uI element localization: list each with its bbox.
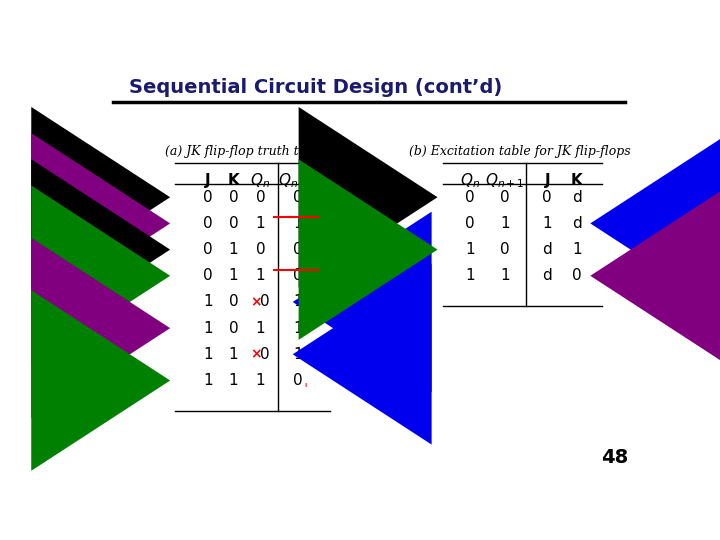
Text: d: d — [572, 190, 582, 205]
Text: 0: 0 — [465, 216, 474, 231]
Text: $Q_{n+1}$: $Q_{n+1}$ — [485, 171, 524, 190]
Text: 0: 0 — [500, 190, 510, 205]
Text: 0: 0 — [228, 216, 238, 231]
Text: ˌ: ˌ — [303, 373, 307, 388]
Text: 1: 1 — [293, 347, 302, 362]
Text: 1: 1 — [256, 321, 265, 336]
Text: 1: 1 — [256, 373, 265, 388]
Text: 0: 0 — [203, 268, 212, 284]
Text: 0: 0 — [256, 242, 265, 257]
Text: $Q_n$: $Q_n$ — [460, 171, 480, 190]
Text: 1: 1 — [256, 216, 265, 231]
Text: 48: 48 — [601, 448, 629, 467]
Text: 1: 1 — [293, 321, 302, 336]
Text: 1: 1 — [228, 268, 238, 284]
Text: 1: 1 — [542, 216, 552, 231]
Text: 0: 0 — [203, 190, 212, 205]
Text: K: K — [571, 173, 582, 188]
Text: 0: 0 — [260, 294, 269, 309]
Text: d: d — [572, 216, 582, 231]
Text: 1: 1 — [465, 268, 474, 284]
Text: d: d — [542, 268, 552, 284]
Text: 0: 0 — [293, 190, 302, 205]
Text: 0: 0 — [465, 190, 474, 205]
Text: (b) Excitation table for JK flip-flops: (b) Excitation table for JK flip-flops — [409, 145, 631, 158]
Text: ✓: ✓ — [307, 321, 319, 335]
Text: $Q_{n+1}$: $Q_{n+1}$ — [278, 171, 318, 190]
Text: 0: 0 — [203, 242, 212, 257]
Text: 1: 1 — [293, 216, 302, 231]
Text: 1: 1 — [500, 216, 510, 231]
Text: 1: 1 — [228, 242, 238, 257]
Text: 0: 0 — [293, 242, 302, 257]
Text: 0: 0 — [572, 268, 582, 284]
Text: 1: 1 — [203, 321, 212, 336]
Text: 1: 1 — [228, 373, 238, 388]
Text: 1: 1 — [203, 294, 212, 309]
Text: 1: 1 — [465, 242, 474, 257]
Text: 1: 1 — [256, 268, 265, 284]
Text: 0: 0 — [228, 190, 238, 205]
Text: 1: 1 — [203, 347, 212, 362]
Text: 0: 0 — [228, 294, 238, 309]
Text: d: d — [542, 242, 552, 257]
Text: 0: 0 — [542, 190, 552, 205]
Text: 1: 1 — [228, 347, 238, 362]
Text: (a) JK flip-flop truth table: (a) JK flip-flop truth table — [165, 145, 325, 158]
Text: 0: 0 — [293, 373, 302, 388]
Text: 1: 1 — [293, 294, 302, 309]
Text: 0: 0 — [500, 242, 510, 257]
Text: 0: 0 — [293, 268, 302, 284]
Text: 0: 0 — [203, 216, 212, 231]
Text: J: J — [544, 173, 550, 188]
Text: J: J — [205, 173, 211, 188]
Text: 0: 0 — [260, 347, 269, 362]
Text: ✓: ✓ — [317, 214, 332, 232]
Text: ×: × — [250, 295, 261, 309]
Text: 1: 1 — [203, 373, 212, 388]
Text: 0: 0 — [228, 321, 238, 336]
Text: $Q_n$: $Q_n$ — [251, 171, 271, 190]
Text: 1: 1 — [500, 268, 510, 284]
Text: 0: 0 — [256, 190, 265, 205]
Text: ✓: ✓ — [305, 269, 317, 283]
Text: 1: 1 — [572, 242, 582, 257]
Text: Sequential Circuit Design (cont’d): Sequential Circuit Design (cont’d) — [129, 78, 502, 97]
Text: K: K — [228, 173, 239, 188]
Text: ×: × — [250, 347, 261, 361]
